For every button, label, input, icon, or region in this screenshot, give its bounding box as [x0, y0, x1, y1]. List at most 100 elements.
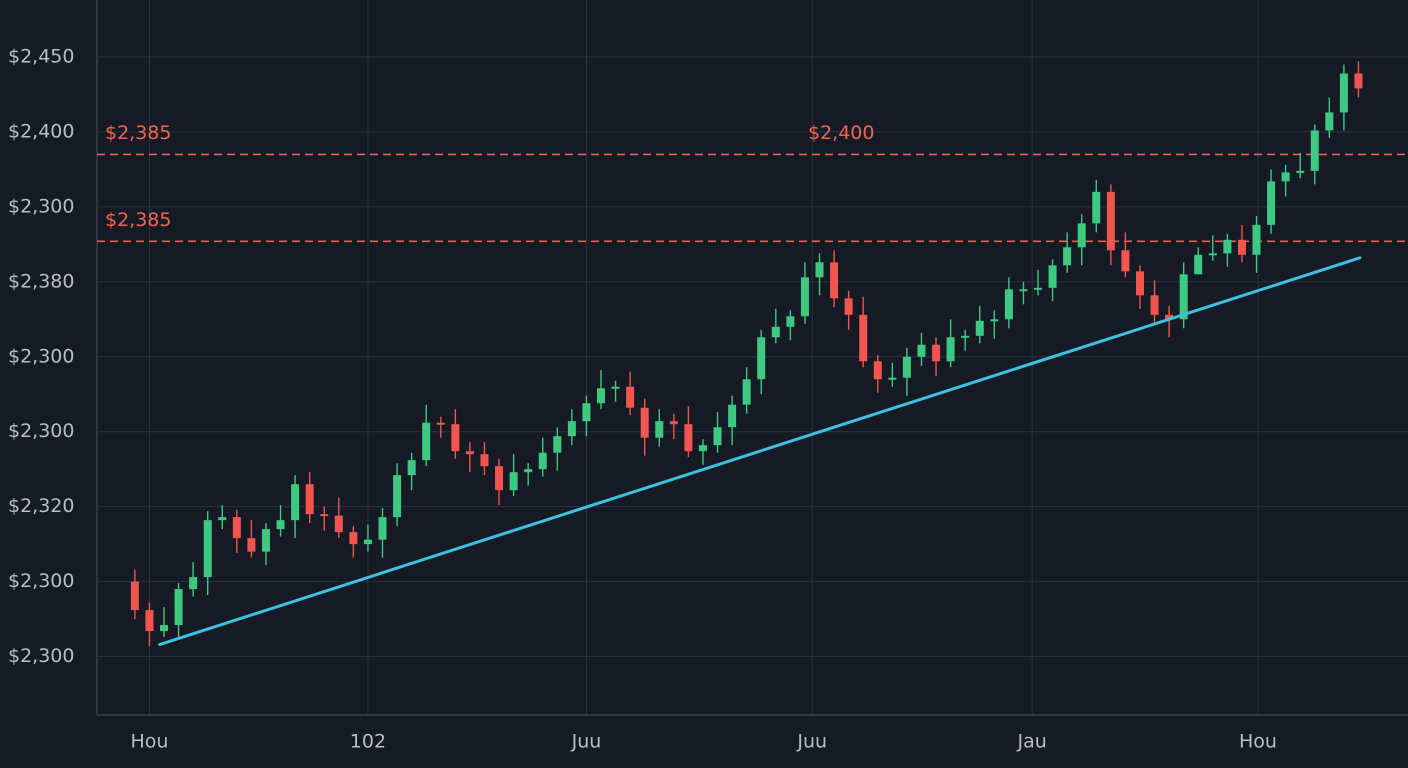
- candle-body: [553, 436, 562, 453]
- candle-body: [728, 404, 737, 428]
- candle-body: [757, 337, 766, 380]
- y-tick-label: $2,300: [8, 570, 74, 592]
- candle-body: [247, 538, 256, 552]
- candle-body: [1223, 239, 1232, 254]
- candle-body: [480, 454, 489, 467]
- candle-body: [203, 520, 212, 578]
- candle-body: [786, 316, 795, 327]
- candle-body: [611, 386, 620, 389]
- candle-body: [742, 379, 751, 405]
- candle-body: [1165, 314, 1174, 320]
- y-tick-label: $2,450: [8, 45, 74, 67]
- candle-body: [1135, 271, 1144, 296]
- x-tick-label: Jau: [1017, 731, 1047, 753]
- candle-body: [524, 469, 533, 473]
- candle-body: [378, 517, 387, 540]
- level-label: $2,385: [105, 209, 171, 231]
- candle-body: [771, 326, 780, 338]
- y-tick-label: $2,320: [8, 495, 74, 517]
- candle-body: [1252, 224, 1261, 255]
- candle-body: [1019, 289, 1028, 292]
- candle-body: [961, 335, 970, 338]
- y-tick-label: $2,300: [8, 645, 74, 667]
- candle-body: [276, 520, 285, 530]
- candle-body: [698, 445, 707, 452]
- level-label: $2,400: [808, 122, 874, 144]
- candle-body: [582, 403, 591, 422]
- candle-body: [1194, 254, 1203, 275]
- candle-body: [902, 356, 911, 378]
- candle-body: [975, 320, 984, 336]
- candle-body: [1296, 170, 1305, 173]
- candle-body: [1004, 289, 1013, 320]
- candle-body: [684, 424, 693, 452]
- candle-body: [538, 452, 547, 470]
- candle-body: [640, 407, 649, 438]
- candle-body: [291, 484, 300, 521]
- candle-body: [363, 539, 372, 545]
- candle-body: [713, 427, 722, 446]
- y-tick-label: $2,300: [8, 420, 74, 442]
- candle-body: [189, 577, 198, 590]
- candle-body: [669, 421, 678, 425]
- x-tick-label: Juu: [571, 731, 602, 753]
- candle-body: [1310, 130, 1319, 171]
- candle-body: [830, 262, 839, 299]
- x-tick-label: Juu: [796, 731, 827, 753]
- candle-body: [349, 532, 358, 545]
- y-tick-label: $2,400: [8, 120, 74, 142]
- candle-body: [873, 361, 882, 380]
- candle-body: [1354, 73, 1363, 89]
- candle-body: [1063, 247, 1072, 266]
- y-tick-label: $2,380: [8, 270, 74, 292]
- candle-body: [261, 529, 270, 552]
- candle-body: [1179, 274, 1188, 320]
- candle-body: [844, 298, 853, 315]
- candle-body: [232, 517, 241, 539]
- candle-body: [393, 475, 402, 518]
- candle-body: [888, 377, 897, 380]
- candle-body: [597, 388, 606, 404]
- candle-body: [655, 421, 664, 438]
- candle-body: [334, 515, 343, 533]
- candle-body: [320, 514, 329, 517]
- candle-body: [218, 517, 227, 521]
- candle-body: [509, 472, 518, 491]
- candle-body: [917, 344, 926, 357]
- candle-body: [436, 422, 445, 425]
- candle-body: [567, 421, 576, 437]
- candle-body: [1267, 181, 1276, 225]
- candle-body: [1048, 265, 1057, 288]
- level-label: $2,385: [105, 122, 171, 144]
- x-tick-label: Hou: [130, 731, 168, 753]
- candle-body: [451, 424, 460, 452]
- candle-body: [465, 451, 474, 455]
- candle-body: [626, 386, 635, 408]
- candle-body: [1237, 239, 1246, 255]
- candle-body: [1106, 191, 1115, 251]
- candle-body: [407, 460, 416, 476]
- candle-body: [1281, 172, 1290, 182]
- candle-body: [1092, 191, 1101, 224]
- candle-body: [946, 337, 955, 362]
- y-tick-label: $2,300: [8, 195, 74, 217]
- candle-body: [815, 262, 824, 278]
- candle-body: [422, 422, 431, 461]
- candle-body: [174, 589, 183, 626]
- candle-body: [1034, 287, 1043, 290]
- candle-body: [305, 484, 314, 515]
- candle-body: [495, 466, 504, 491]
- candle-body: [859, 314, 868, 362]
- candle-body: [1077, 223, 1086, 248]
- x-tick-label: 102: [350, 731, 386, 753]
- candle-body: [145, 610, 154, 632]
- candle-body: [1208, 253, 1217, 256]
- trendline: [158, 256, 1362, 647]
- candle-body: [990, 319, 999, 322]
- y-tick-label: $2,300: [8, 345, 74, 367]
- candle-body: [1325, 112, 1334, 131]
- candle-body: [800, 277, 809, 317]
- candle-body: [1121, 250, 1130, 272]
